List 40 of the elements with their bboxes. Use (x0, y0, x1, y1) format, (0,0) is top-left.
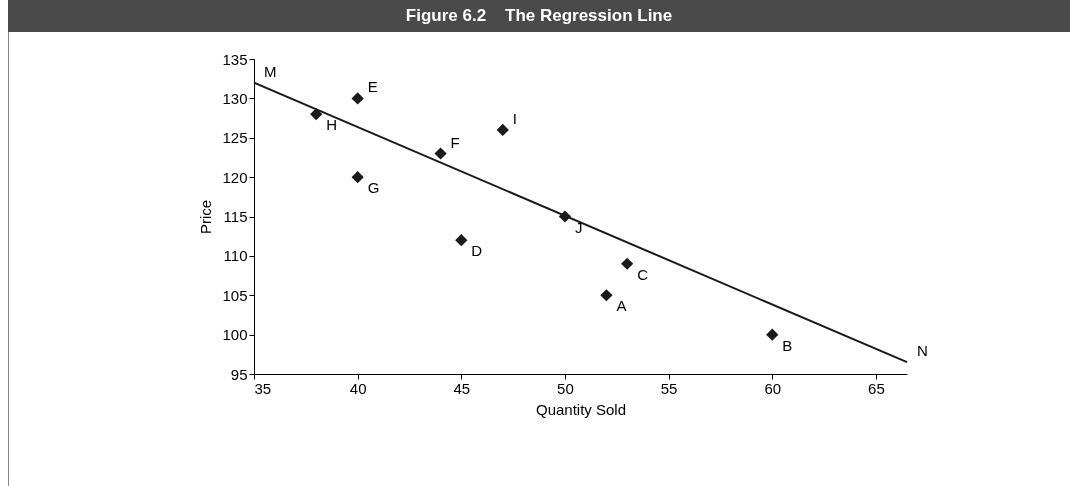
annotation: D (471, 242, 483, 260)
x-tick-label: 45 (453, 379, 471, 397)
annotation: J (574, 218, 583, 236)
y-tick-label: 125 (222, 129, 248, 147)
annotation: I (512, 109, 517, 127)
annotation: A (616, 297, 627, 315)
x-tick-label: 40 (349, 379, 367, 397)
y-tick-label: 115 (223, 208, 248, 225)
y-tick-label: 100 (222, 326, 248, 344)
y-axis-title: Price (197, 199, 215, 235)
annotation: B (782, 336, 793, 354)
point (621, 257, 634, 270)
x-tick-label: 65 (868, 379, 885, 397)
point (351, 92, 364, 105)
annotation: M (264, 62, 277, 80)
x-tick-label: 35 (254, 379, 272, 397)
y-tick-label: 120 (222, 168, 248, 186)
x-tick-label: 55 (660, 379, 678, 397)
point (310, 108, 323, 121)
annotation: H (326, 116, 338, 134)
point (600, 289, 613, 302)
annotation: C (637, 265, 649, 283)
y-tick-label: 130 (222, 89, 248, 107)
x-tick-label: 60 (764, 379, 782, 397)
annotation: F (450, 133, 460, 151)
y-tick-label: 110 (223, 247, 248, 265)
x-tick-label: 50 (557, 379, 574, 397)
point (351, 171, 364, 184)
annotation: E (367, 78, 378, 96)
annotation: N (917, 342, 928, 360)
point (434, 147, 447, 160)
y-tick-label: 105 (222, 286, 248, 304)
y-tick-label: 135 (222, 50, 248, 68)
point (496, 123, 509, 136)
point (455, 234, 468, 247)
x-axis-title: Quantity Sold (535, 400, 627, 418)
chart-title: Figure 6.2 The Regression Line (8, 0, 1070, 32)
annotation: G (367, 179, 380, 197)
point (766, 328, 779, 341)
y-tick-label: 95 (230, 365, 248, 383)
